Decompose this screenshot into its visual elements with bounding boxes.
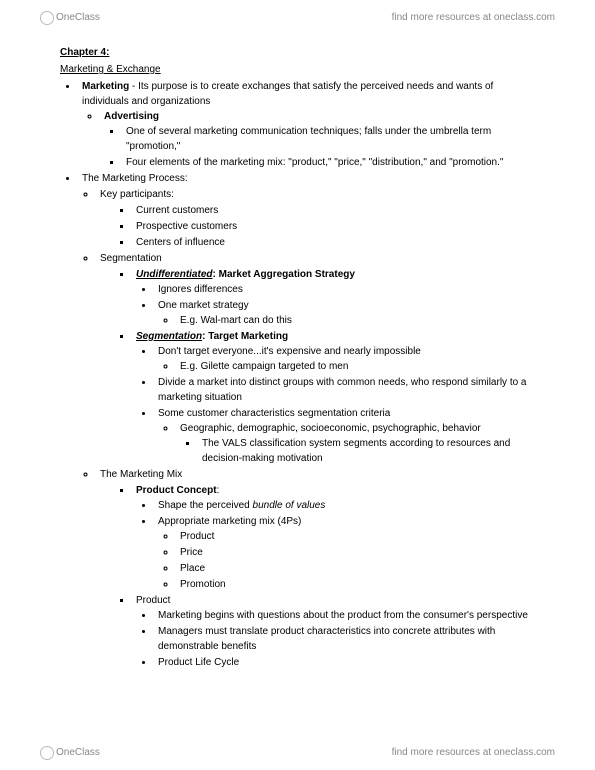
list-item: One market strategy E.g. Wal-mart can do… xyxy=(154,298,535,328)
marketing-desc: - Its purpose is to create exchanges tha… xyxy=(82,81,493,107)
list-item: Divide a market into distinct groups wit… xyxy=(154,375,535,405)
list-item: Some customer characteristics segmentati… xyxy=(154,406,535,466)
list-item: Ignores differences xyxy=(154,282,535,297)
list-item: Segmentation: Target Marketing Don't tar… xyxy=(132,329,535,466)
list-item: One of several marketing communication t… xyxy=(122,124,535,154)
text: Geographic, demographic, socioeconomic, … xyxy=(180,423,481,434)
list-item: Product xyxy=(176,529,535,544)
list-item: Shape the perceived bundle of values xyxy=(154,498,535,513)
undiff-label: Undifferentiated xyxy=(136,269,213,280)
page-header: OneClass find more resources at oneclass… xyxy=(0,0,595,35)
list-item: The Marketing Process: xyxy=(78,171,535,186)
sub-list: Product Concept: Shape the perceived bun… xyxy=(132,483,535,670)
list-item: Undifferentiated: Market Aggregation Str… xyxy=(132,267,535,328)
sub-list: Current customers Prospective customers … xyxy=(132,203,535,250)
list-item: Prospective customers xyxy=(132,219,535,234)
logo-icon xyxy=(40,11,54,25)
list-item: Four elements of the marketing mix: "pro… xyxy=(122,155,535,170)
resources-link[interactable]: find more resources at oneclass.com xyxy=(392,745,555,760)
list-item: Marketing - Its purpose is to create exc… xyxy=(78,79,535,170)
sub-list: Key participants: xyxy=(96,187,535,202)
list-item: Price xyxy=(176,545,535,560)
logo-text: OneClass xyxy=(56,745,100,760)
undiff-rest: : Market Aggregation Strategy xyxy=(213,269,355,280)
section-title: Marketing & Exchange xyxy=(60,62,535,77)
product-concept-label: Product Concept xyxy=(136,485,217,496)
list-item: The VALS classification system segments … xyxy=(198,436,535,466)
logo: OneClass xyxy=(40,745,100,760)
sub-list: Segmentation xyxy=(96,251,535,266)
list-item: Promotion xyxy=(176,577,535,592)
text: Shape the perceived xyxy=(158,500,253,511)
main-list: Marketing - Its purpose is to create exc… xyxy=(78,79,535,186)
list-item: Marketing begins with questions about th… xyxy=(154,608,535,623)
text-italic: bundle of values xyxy=(253,500,326,511)
list-item: Geographic, demographic, socioeconomic, … xyxy=(176,421,535,466)
list-item: Advertising One of several marketing com… xyxy=(100,109,535,170)
list-item: E.g. Wal-mart can do this xyxy=(176,313,535,328)
seg-label: Segmentation xyxy=(136,331,202,342)
list-item: The Marketing Mix xyxy=(96,467,535,482)
advertising-label: Advertising xyxy=(104,111,159,122)
text: Don't target everyone...it's expensive a… xyxy=(158,346,421,357)
list-item: E.g. Gilette campaign targeted to men xyxy=(176,359,535,374)
resources-link[interactable]: find more resources at oneclass.com xyxy=(392,10,555,25)
logo-text: OneClass xyxy=(56,10,100,25)
product-label: Product xyxy=(136,595,170,606)
logo: OneClass xyxy=(40,10,100,25)
text: One market strategy xyxy=(158,300,249,311)
seg-rest: : Target Marketing xyxy=(202,331,288,342)
list-item: Product Marketing begins with questions … xyxy=(132,593,535,670)
chapter-title: Chapter 4: xyxy=(60,45,535,60)
list-item: Managers must translate product characte… xyxy=(154,624,535,654)
document-content: Chapter 4: Marketing & Exchange Marketin… xyxy=(0,35,595,681)
list-item: Appropriate marketing mix (4Ps) Product … xyxy=(154,514,535,592)
list-item: Product Concept: Shape the perceived bun… xyxy=(132,483,535,592)
text: Some customer characteristics segmentati… xyxy=(158,408,390,419)
page-footer: OneClass find more resources at oneclass… xyxy=(0,735,595,770)
list-item: Centers of influence xyxy=(132,235,535,250)
list-item: Don't target everyone...it's expensive a… xyxy=(154,344,535,374)
list-item: Place xyxy=(176,561,535,576)
list-item: Product Life Cycle xyxy=(154,655,535,670)
marketing-label: Marketing xyxy=(82,81,129,92)
list-item: Current customers xyxy=(132,203,535,218)
list-item: Key participants: xyxy=(96,187,535,202)
logo-icon xyxy=(40,746,54,760)
sub-list: Undifferentiated: Market Aggregation Str… xyxy=(132,267,535,466)
sub-list: The Marketing Mix xyxy=(96,467,535,482)
text: Appropriate marketing mix (4Ps) xyxy=(158,516,301,527)
list-item: Segmentation xyxy=(96,251,535,266)
